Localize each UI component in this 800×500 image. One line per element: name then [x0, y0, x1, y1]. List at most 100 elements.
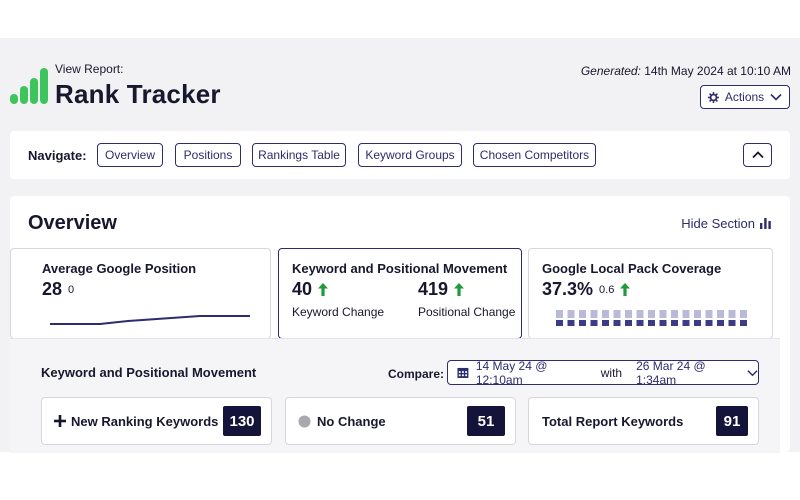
average-position-sparkline — [50, 315, 250, 325]
compare-to-date: 26 Mar 24 @ 1:34am — [636, 358, 706, 387]
nav-keyword-groups-button[interactable]: Keyword Groups — [358, 143, 462, 167]
local-pack-coverage-chart — [556, 310, 747, 326]
local-pack-value-row: 37.3% 0.6 — [542, 279, 631, 300]
positional-change-value-row: 419 — [418, 279, 465, 300]
gear-icon — [707, 91, 719, 103]
compare-date-select[interactable]: 14 May 24 @ 12:10am with 26 Mar 24 @ 1:3… — [447, 358, 759, 387]
average-position-title: Average Google Position — [42, 261, 197, 276]
collapse-nav-button[interactable] — [743, 143, 772, 167]
coverage-bar-lower — [613, 320, 621, 326]
coverage-bar-lower — [625, 320, 632, 326]
coverage-bar-lower — [694, 320, 701, 326]
local-pack-value: 37.3% — [542, 279, 594, 299]
arrow-up-icon — [454, 283, 465, 296]
coverage-bar-upper — [579, 310, 586, 318]
positional-change-caption: Positional Change — [418, 305, 516, 319]
coverage-bar-lower — [567, 320, 575, 326]
navigate-bar: Navigate: Overview Positions Rankings Ta… — [10, 131, 790, 179]
view-report-label: View Report: — [55, 62, 124, 76]
report-page: View Report: Rank Tracker Generated: 14t… — [0, 38, 800, 453]
coverage-bar-upper — [717, 310, 724, 318]
hide-section-button[interactable]: Hide Section — [681, 216, 771, 231]
no-change-stat[interactable]: No Change 51 — [285, 397, 516, 445]
new-ranking-keywords-value: 130 — [223, 406, 261, 436]
navigate-label: Navigate: — [28, 148, 87, 163]
coverage-bar-upper — [682, 310, 690, 318]
rank-tracker-logo-icon — [10, 68, 48, 104]
coverage-bar-upper — [728, 310, 736, 318]
coverage-bar-upper — [613, 310, 621, 318]
overview-title: Overview — [28, 212, 117, 234]
coverage-bar-lower — [648, 320, 655, 326]
no-change-value: 51 — [467, 406, 505, 436]
coverage-bar-upper — [705, 310, 713, 318]
bar-chart-icon — [760, 218, 771, 229]
average-position-change: 0 — [68, 283, 75, 296]
coverage-bar-upper — [556, 310, 563, 318]
compare-label: Compare: — [388, 367, 445, 381]
average-position-tile[interactable]: Average Google Position 28 0 — [10, 248, 271, 339]
nav-overview-button[interactable]: Overview — [97, 143, 163, 167]
keyword-change-caption: Keyword Change — [292, 305, 385, 319]
coverage-bar-lower — [579, 320, 586, 326]
coverage-bar-lower — [556, 320, 563, 326]
coverage-bar-upper — [567, 310, 575, 318]
generated-timestamp: Generated: 14th May 2024 at 10:10 AM — [581, 64, 791, 78]
total-report-keywords-label: Total Report Keywords — [542, 413, 684, 429]
total-report-keywords-stat[interactable]: Total Report Keywords 91 — [528, 397, 759, 445]
local-pack-change: 0.6 — [599, 283, 615, 296]
coverage-bar-lower — [590, 320, 598, 326]
coverage-bar-upper — [648, 310, 655, 318]
coverage-bar-upper — [625, 310, 632, 318]
keyword-movement-title: Keyword and Positional Movement — [292, 261, 508, 276]
new-ranking-keywords-label: New Ranking Keywords — [71, 413, 219, 429]
coverage-bar-upper — [671, 310, 678, 318]
arrow-up-icon — [318, 283, 329, 296]
coverage-bar-lower — [740, 320, 747, 326]
chevron-up-icon — [751, 151, 764, 159]
no-change-label: No Change — [317, 413, 386, 429]
coverage-bar-lower — [659, 320, 667, 326]
total-report-keywords-value: 91 — [716, 406, 748, 436]
chevron-down-icon — [770, 93, 782, 101]
keyword-change-value-row: 40 — [292, 279, 329, 300]
generated-label: Generated: — [580, 64, 641, 78]
actions-button[interactable]: Actions — [700, 85, 790, 109]
coverage-bar-lower — [602, 320, 609, 326]
dot-icon — [298, 415, 311, 427]
coverage-bar-lower — [671, 320, 678, 326]
actions-label: Actions — [724, 90, 765, 104]
coverage-bar-upper — [590, 310, 598, 318]
coverage-bar-upper — [740, 310, 747, 318]
panel-title: Keyword and Positional Movement — [41, 365, 257, 380]
compare-with-label: with — [600, 365, 623, 380]
local-pack-title: Google Local Pack Coverage — [542, 261, 722, 276]
chevron-down-icon — [747, 369, 758, 376]
overview-section: Overview Hide Section Average Google Pos… — [10, 196, 790, 453]
positional-change-value: 419 — [418, 279, 449, 299]
page-title: Rank Tracker — [55, 79, 221, 109]
average-position-value: 28 — [42, 279, 63, 299]
coverage-bar-upper — [602, 310, 609, 318]
coverage-bar-lower — [636, 320, 644, 326]
coverage-bar-upper — [694, 310, 701, 318]
calendar-icon — [457, 367, 469, 378]
local-pack-tile[interactable]: Google Local Pack Coverage 37.3% 0.6 — [528, 248, 773, 339]
keyword-movement-tile[interactable]: Keyword and Positional Movement 40 Keywo… — [278, 248, 522, 339]
keyword-change-value: 40 — [292, 279, 313, 299]
average-position-value-row: 28 0 — [42, 279, 74, 300]
coverage-bar-lower — [717, 320, 724, 326]
arrow-up-icon — [620, 283, 631, 296]
generated-value: 14th May 2024 at 10:10 AM — [644, 64, 791, 78]
nav-chosen-competitors-button[interactable]: Chosen Competitors — [473, 143, 596, 167]
plus-icon — [54, 415, 66, 427]
compare-from-date: 14 May 24 @ 12:10am — [475, 358, 548, 387]
new-ranking-keywords-stat[interactable]: New Ranking Keywords 130 — [41, 397, 272, 445]
coverage-bar-lower — [705, 320, 713, 326]
nav-rankings-table-button[interactable]: Rankings Table — [252, 143, 346, 167]
keyword-movement-panel: Keyword and Positional Movement Compare:… — [10, 338, 780, 453]
coverage-bar-upper — [636, 310, 644, 318]
hide-section-label: Hide Section — [681, 216, 755, 231]
coverage-bar-lower — [728, 320, 736, 326]
nav-positions-button[interactable]: Positions — [175, 143, 241, 167]
